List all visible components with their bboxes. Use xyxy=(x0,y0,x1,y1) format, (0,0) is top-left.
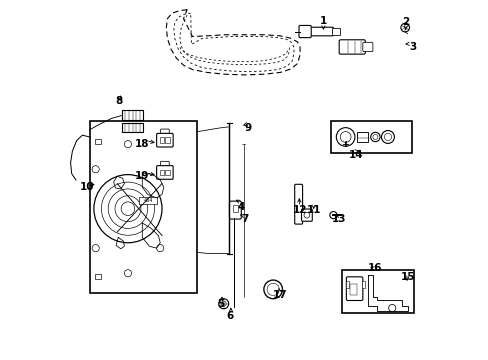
Text: 4: 4 xyxy=(237,202,244,212)
FancyBboxPatch shape xyxy=(160,161,169,169)
Text: 3: 3 xyxy=(408,42,416,52)
FancyBboxPatch shape xyxy=(332,28,339,35)
Text: 15: 15 xyxy=(400,272,414,282)
FancyBboxPatch shape xyxy=(330,121,411,153)
Text: 464: 464 xyxy=(143,198,152,203)
Text: 14: 14 xyxy=(347,150,362,160)
FancyBboxPatch shape xyxy=(362,281,365,288)
FancyBboxPatch shape xyxy=(94,274,101,279)
FancyBboxPatch shape xyxy=(139,197,157,204)
Text: 8: 8 xyxy=(115,96,122,106)
Text: 7: 7 xyxy=(240,215,248,224)
FancyBboxPatch shape xyxy=(349,284,356,295)
FancyBboxPatch shape xyxy=(294,184,302,224)
FancyBboxPatch shape xyxy=(94,139,101,144)
FancyBboxPatch shape xyxy=(159,170,163,175)
FancyBboxPatch shape xyxy=(362,42,372,51)
FancyBboxPatch shape xyxy=(122,123,143,132)
Text: 19: 19 xyxy=(135,171,149,181)
Text: 13: 13 xyxy=(332,215,346,224)
FancyBboxPatch shape xyxy=(339,40,365,54)
Text: 1: 1 xyxy=(319,17,326,27)
FancyBboxPatch shape xyxy=(122,110,143,120)
FancyBboxPatch shape xyxy=(341,270,413,313)
FancyBboxPatch shape xyxy=(357,132,367,142)
FancyBboxPatch shape xyxy=(159,137,163,143)
Text: 10: 10 xyxy=(79,182,94,192)
FancyBboxPatch shape xyxy=(156,134,173,147)
FancyBboxPatch shape xyxy=(156,166,173,179)
Text: 12: 12 xyxy=(292,206,306,216)
FancyBboxPatch shape xyxy=(160,129,169,137)
FancyBboxPatch shape xyxy=(89,121,197,293)
Text: 9: 9 xyxy=(244,123,251,133)
FancyBboxPatch shape xyxy=(233,205,238,212)
FancyBboxPatch shape xyxy=(346,277,362,301)
FancyBboxPatch shape xyxy=(346,281,348,288)
FancyBboxPatch shape xyxy=(165,137,169,143)
Text: 2: 2 xyxy=(402,17,408,27)
Text: 17: 17 xyxy=(272,290,287,300)
FancyBboxPatch shape xyxy=(307,27,333,36)
FancyBboxPatch shape xyxy=(165,170,169,175)
Text: 18: 18 xyxy=(135,139,149,149)
Text: 5: 5 xyxy=(217,299,224,309)
Text: 11: 11 xyxy=(306,206,321,216)
FancyBboxPatch shape xyxy=(229,201,241,219)
Text: 16: 16 xyxy=(367,263,382,273)
Text: 6: 6 xyxy=(226,311,233,321)
FancyBboxPatch shape xyxy=(298,26,310,38)
FancyBboxPatch shape xyxy=(301,209,312,221)
